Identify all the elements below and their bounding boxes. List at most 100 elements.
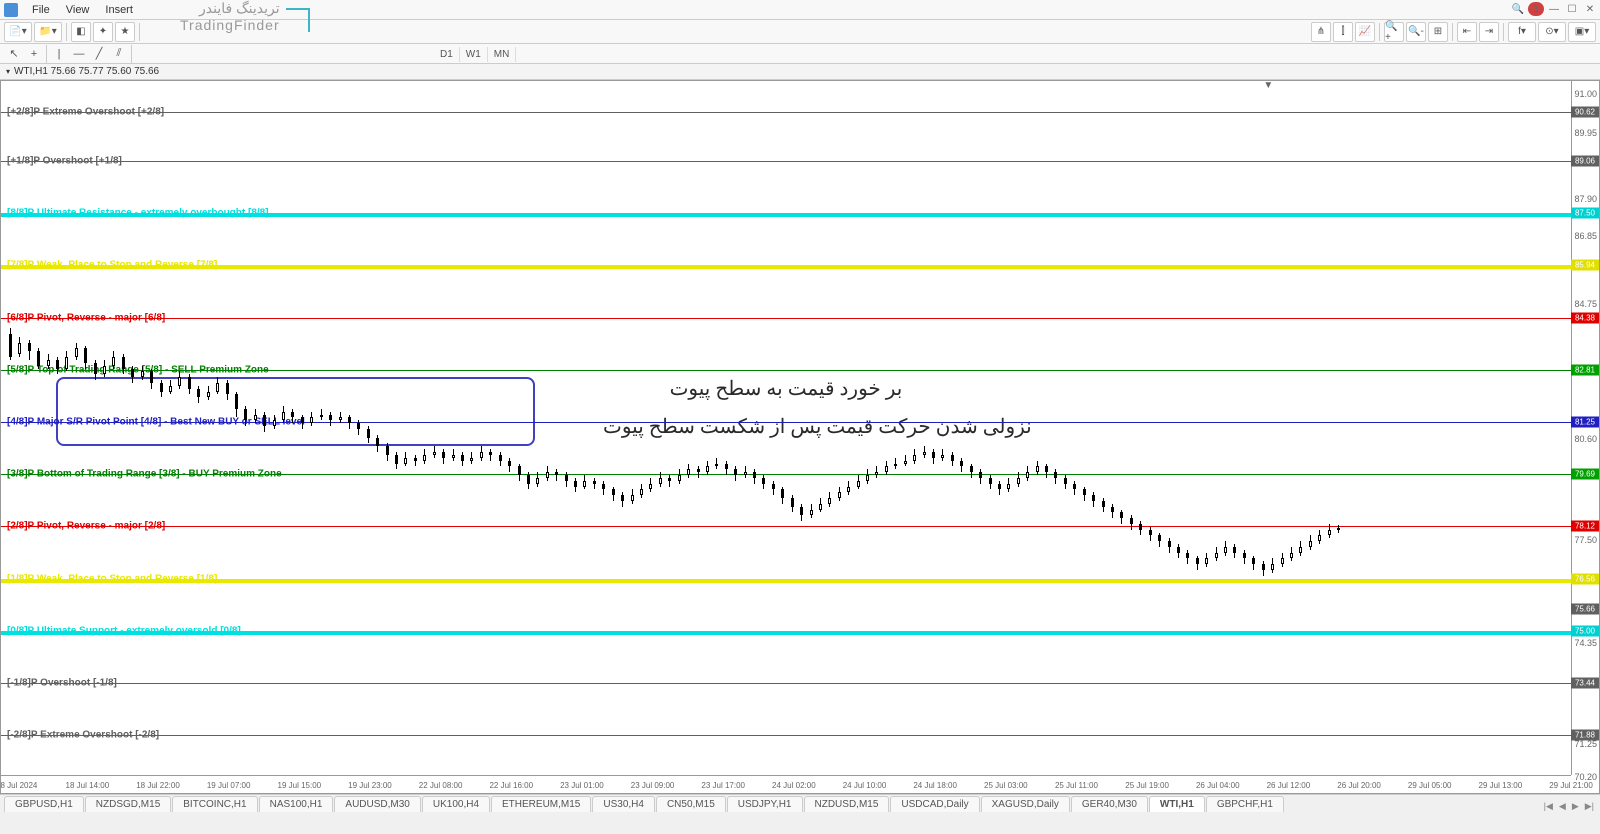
price-badge: 82.81 [1571,364,1599,375]
price-tick: 89.95 [1574,128,1597,138]
time-tick: 18 Jul 14:00 [66,781,110,790]
logo-text-ar: تریدینگ فایندر [180,0,280,17]
time-tick: 25 Jul 19:00 [1125,781,1169,790]
logo-text-en: TradingFinder [180,17,280,33]
market-watch-button[interactable]: ◧ [71,22,91,42]
time-tick: 26 Jul 20:00 [1337,781,1381,790]
time-tick: 29 Jul 05:00 [1408,781,1452,790]
chart-tabstrip: GBPUSD,H1NZDSGD,M15BITCOINC,H1NAS100,H1A… [0,794,1600,812]
murrey-label: [4/8]P Major S/R Pivot Point [4/8] - Bes… [7,417,305,428]
maximize-icon[interactable]: ☐ [1564,2,1580,16]
chart-tab[interactable]: USDJPY,H1 [727,796,803,812]
trendline-tool[interactable]: ╱ [89,45,109,63]
price-badge: 75.66 [1571,603,1599,614]
chart-tab[interactable]: GBPCHF,H1 [1206,796,1284,812]
window-controls: 🔍 1 — ☐ ✕ [1510,2,1598,16]
menu-file[interactable]: File [24,2,58,18]
price-badge: 75.00 [1571,625,1599,636]
tab-last-icon[interactable]: ▶| [1583,801,1596,812]
time-tick: 24 Jul 18:00 [913,781,957,790]
hline-tool[interactable]: — [69,45,89,63]
chart-tab[interactable]: BITCOINC,H1 [172,796,257,812]
app-icon [4,3,18,17]
timeframe-w1[interactable]: W1 [460,47,488,62]
chart-area[interactable]: بر خورد قیمت به سطح پیوت نزولی شدن حرکت … [1,81,1571,775]
murrey-label: [-1/8]P Overshoot [-1/8] [7,678,117,689]
chart-tab[interactable]: UK100,H4 [422,796,490,812]
murrey-line [1,112,1571,113]
close-icon[interactable]: ✕ [1582,2,1598,16]
price-tick: 87.90 [1574,194,1597,204]
data-window-button[interactable]: ★ [115,22,135,42]
collapse-icon[interactable]: ▾ [6,67,10,76]
murrey-label: [6/8]P Pivot, Reverse - major [6/8] [7,312,165,323]
time-tick: 25 Jul 03:00 [984,781,1028,790]
bar-chart-button[interactable]: ⋔ [1311,22,1331,42]
channel-tool[interactable]: ⫽ [109,45,129,63]
templates-button[interactable]: ▣▾ [1568,22,1596,42]
time-tick: 23 Jul 17:00 [701,781,745,790]
timeframe-d1[interactable]: D1 [434,47,460,62]
chart-tab[interactable]: NAS100,H1 [259,796,334,812]
autoscroll-button[interactable]: ⇥ [1479,22,1499,42]
murrey-line [1,318,1571,319]
time-tick: 29 Jul 21:00 [1549,781,1593,790]
chart-tab[interactable]: AUDUSD,M30 [334,796,420,812]
chart-container: ▼ بر خورد قیمت به سطح پیوت نزولی شدن حرک… [0,80,1600,794]
logo-icon [286,8,310,32]
shift-button[interactable]: ⇤ [1457,22,1477,42]
minimize-icon[interactable]: — [1546,2,1562,16]
vline-tool[interactable]: | [49,45,69,63]
search-icon[interactable]: 🔍 [1510,2,1526,16]
zoom-out-button[interactable]: 🔍- [1406,22,1426,42]
line-chart-button[interactable]: 📈 [1355,22,1375,42]
murrey-line [1,683,1571,684]
periods-button[interactable]: ⊙▾ [1538,22,1566,42]
profiles-button[interactable]: 📁▾ [34,22,62,42]
chart-tab[interactable]: US30,H4 [592,796,655,812]
menu-insert[interactable]: Insert [97,2,141,18]
tab-first-icon[interactable]: |◀ [1542,801,1555,812]
chart-tab[interactable]: GER40,M30 [1071,796,1148,812]
chart-tab[interactable]: NZDSGD,M15 [85,796,171,812]
cursor-tool[interactable]: ↖ [4,45,24,63]
candle-chart-button[interactable]: ⫿ [1333,22,1353,42]
price-badge: 71.88 [1571,730,1599,741]
indicators-button[interactable]: f▾ [1508,22,1536,42]
murrey-label: [1/8]P Weak, Place to Stop and Reverse [… [7,573,217,584]
murrey-line [1,161,1571,162]
time-tick: 23 Jul 09:00 [631,781,675,790]
price-axis: 91.0089.9587.9086.8584.7580.6077.5074.35… [1571,81,1599,775]
price-badge: 81.25 [1571,417,1599,428]
navigator-button[interactable]: ✦ [93,22,113,42]
price-tick: 80.60 [1574,434,1597,444]
notification-badge[interactable]: 1 [1528,2,1544,16]
crosshair-tool[interactable]: + [24,45,44,63]
zoom-in-button[interactable]: 🔍+ [1384,22,1404,42]
price-badge: 89.06 [1571,156,1599,167]
chart-tab[interactable]: USDCAD,Daily [890,796,979,812]
chart-tab[interactable]: GBPUSD,H1 [4,796,84,812]
tile-button[interactable]: ⊞ [1428,22,1448,42]
murrey-label: [8/8]P Ultimate Resistance - extremely o… [7,208,269,219]
time-tick: 18 Jul 22:00 [136,781,180,790]
murrey-line [1,579,1571,583]
chart-tab[interactable]: XAGUSD,Daily [981,796,1070,812]
menu-view[interactable]: View [58,2,98,18]
time-tick: 18 Jul 2024 [0,781,37,790]
murrey-line [1,735,1571,736]
new-chart-button[interactable]: 📄▾ [4,22,32,42]
chart-symbol-info: WTI,H1 75.66 75.77 75.60 75.66 [14,66,159,77]
chart-tab[interactable]: WTI,H1 [1149,796,1205,812]
time-tick: 19 Jul 07:00 [207,781,251,790]
murrey-label: [0/8]P Ultimate Support - extremely over… [7,625,241,636]
price-tick: 86.85 [1574,231,1597,241]
timeframe-mn[interactable]: MN [488,47,517,62]
price-badge: 84.38 [1571,312,1599,323]
chart-title-bar: ▾ WTI,H1 75.66 75.77 75.60 75.66 — ☐ ✕ [0,64,1600,80]
chart-tab[interactable]: NZDUSD,M15 [804,796,890,812]
tab-prev-icon[interactable]: ◀ [1557,801,1568,812]
tab-next-icon[interactable]: ▶ [1570,801,1581,812]
chart-tab[interactable]: CN50,M15 [656,796,726,812]
chart-tab[interactable]: ETHEREUM,M15 [491,796,591,812]
